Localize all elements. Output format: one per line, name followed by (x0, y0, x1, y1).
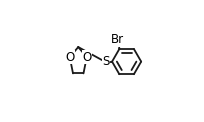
Text: O: O (82, 51, 91, 64)
Text: S: S (102, 55, 110, 68)
Text: O: O (65, 51, 74, 64)
Text: Br: Br (111, 33, 124, 46)
